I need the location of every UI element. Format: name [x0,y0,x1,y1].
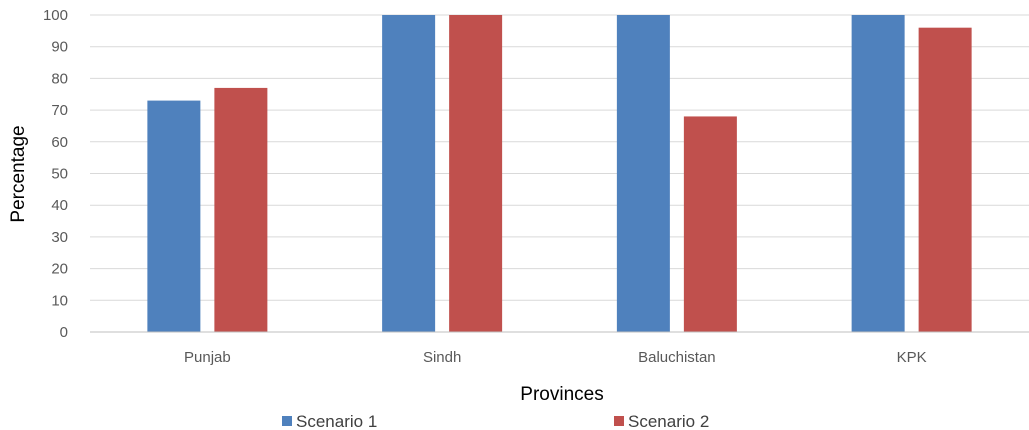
y-tick-labels: 0 10 20 30 40 50 60 70 80 90 100 [43,7,68,341]
x-tick-label: Baluchistan [638,349,716,366]
bar-1-punjab [147,100,201,332]
x-tick-label: Punjab [184,349,231,366]
x-tick-label: KPK [897,349,927,366]
y-tick-label: 10 [51,292,68,309]
bar-1-kpk [851,15,905,332]
bar-1-baluchistan [616,15,670,332]
bar-2-sindh [449,15,503,332]
y-tick-label: 70 [51,102,68,119]
x-tick-label: Sindh [423,349,461,366]
y-tick-label: 0 [60,324,68,341]
bar-1-sindh [382,15,436,332]
y-tick-label: 50 [51,166,68,183]
legend: Scenario 1 Scenario 2 [282,412,709,430]
legend-swatch-1 [282,416,292,426]
y-tick-label: 40 [51,197,68,214]
y-tick-label: 60 [51,134,68,151]
x-tick-labels: Punjab Sindh Baluchistan KPK [184,349,927,366]
x-axis-title: Provinces [520,384,603,405]
bars [147,15,972,333]
y-tick-label: 90 [51,39,68,56]
y-axis-title: Percentage [8,125,29,222]
bar-2-punjab [214,87,268,332]
y-tick-label: 80 [51,70,68,87]
y-tick-label: 100 [43,7,68,24]
legend-label-2: Scenario 2 [628,412,709,430]
bar-2-baluchistan [683,116,737,332]
y-tick-label: 30 [51,229,68,246]
legend-swatch-2 [614,416,624,426]
bar-2-kpk [918,27,972,333]
y-tick-label: 20 [51,261,68,278]
legend-label-1: Scenario 1 [296,412,377,430]
